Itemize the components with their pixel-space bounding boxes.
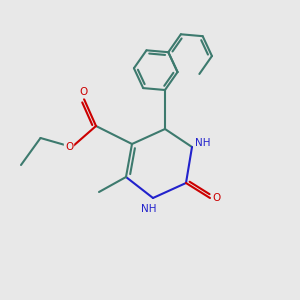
Text: NH: NH bbox=[141, 203, 156, 214]
Text: O: O bbox=[212, 193, 221, 203]
Text: NH: NH bbox=[195, 137, 210, 148]
Text: O: O bbox=[65, 142, 73, 152]
Text: O: O bbox=[80, 87, 88, 98]
